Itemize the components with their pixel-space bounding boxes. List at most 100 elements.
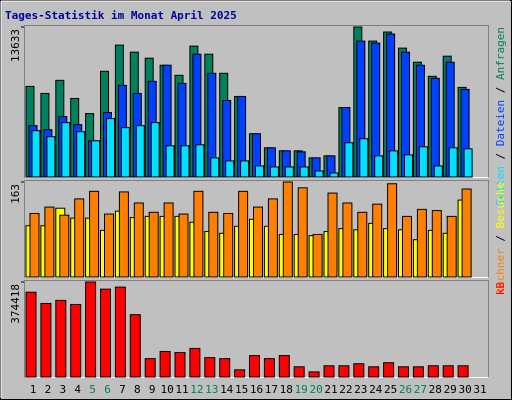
bar (299, 166, 309, 178)
x-tick-label: 4 (74, 383, 81, 396)
legend: kB (494, 282, 507, 296)
x-tick-label: 22 (339, 383, 352, 396)
bar (91, 140, 101, 178)
bar (323, 365, 335, 378)
bar (416, 208, 427, 278)
bar (267, 198, 278, 278)
bar (61, 122, 71, 178)
bar (427, 365, 439, 378)
legend-entry: Anfragen (494, 27, 507, 80)
bar (368, 366, 380, 378)
bar (359, 138, 369, 178)
y-tick-label: 163 (9, 184, 22, 204)
bar (129, 314, 141, 378)
bar (120, 127, 130, 178)
bar (327, 192, 338, 278)
bar (25, 291, 37, 378)
bar (430, 77, 440, 178)
bar (338, 365, 350, 378)
bar (144, 358, 156, 378)
x-tick-label: 8 (134, 383, 141, 396)
bar (431, 210, 442, 278)
x-tick-label: 24 (369, 383, 383, 396)
legend-separator: / (494, 228, 507, 248)
bar (31, 130, 41, 178)
x-tick-label: 20 (309, 383, 322, 396)
x-tick-label: 7 (119, 383, 126, 396)
bar (448, 147, 458, 178)
bar (210, 157, 220, 178)
x-tick-label: 18 (280, 383, 293, 396)
legend-entry: Rechner (494, 248, 507, 295)
legend-entry: Dateien (494, 100, 507, 146)
bar (282, 181, 293, 278)
bar (263, 358, 275, 378)
bar (223, 212, 234, 278)
legend: Seiten / Dateien / Anfragen (494, 27, 507, 206)
bar (389, 150, 399, 178)
x-tick-label: 10 (160, 383, 173, 396)
bar (74, 198, 85, 278)
bar (148, 211, 159, 278)
x-tick-label: 12 (190, 383, 203, 396)
x-tick-label: 14 (220, 383, 234, 396)
bar (342, 202, 353, 278)
bar (357, 211, 368, 278)
bar (100, 288, 111, 378)
x-tick-label: 23 (354, 383, 367, 396)
bar (240, 160, 250, 178)
bar (398, 366, 409, 378)
bar (70, 303, 82, 378)
x-tick-label: 3 (59, 383, 66, 396)
x-tick-label: 29 (444, 383, 457, 396)
legend-entry: kB (494, 282, 507, 296)
bar (193, 190, 204, 278)
bar (135, 125, 145, 178)
bar (114, 286, 126, 378)
bar (106, 118, 115, 178)
legend-entry: Seiten (494, 166, 507, 206)
bar (174, 351, 186, 378)
bar (55, 299, 67, 378)
bar (297, 187, 308, 278)
bar (353, 363, 365, 378)
x-tick-label: 30 (458, 383, 471, 396)
chart-title: Tages-Statistik im Monat April 2025 (5, 9, 237, 22)
bar (314, 170, 324, 178)
x-tick-label: 13 (205, 383, 218, 396)
legend-separator: / (494, 146, 507, 166)
bar (178, 213, 189, 278)
bar (269, 166, 279, 178)
x-tick-label: 17 (265, 383, 278, 396)
bar (255, 165, 264, 178)
bar (225, 160, 235, 178)
bar (44, 206, 55, 278)
bar (402, 215, 412, 278)
x-tick-label: 31 (473, 383, 486, 396)
x-tick-label: 1 (30, 383, 37, 396)
bar (404, 154, 413, 178)
bar (133, 202, 144, 278)
bar (312, 233, 323, 278)
bar (165, 145, 175, 178)
x-tick-label: 26 (399, 383, 412, 396)
bar (461, 188, 472, 278)
bar (284, 166, 294, 178)
bar (85, 281, 97, 378)
bar (308, 371, 320, 378)
bar (159, 350, 171, 378)
bar (278, 355, 290, 378)
bar (104, 213, 114, 278)
bar (118, 191, 129, 278)
bar (383, 362, 395, 378)
x-tick-label: 6 (104, 383, 111, 396)
bar (387, 183, 398, 278)
x-tick-label: 27 (414, 383, 427, 396)
x-tick-label: 16 (250, 383, 263, 396)
x-tick-label: 9 (149, 383, 156, 396)
y-tick-label: 13633 (9, 29, 22, 62)
x-tick-label: 2 (45, 383, 52, 396)
bar (163, 202, 174, 278)
bar (374, 155, 384, 178)
